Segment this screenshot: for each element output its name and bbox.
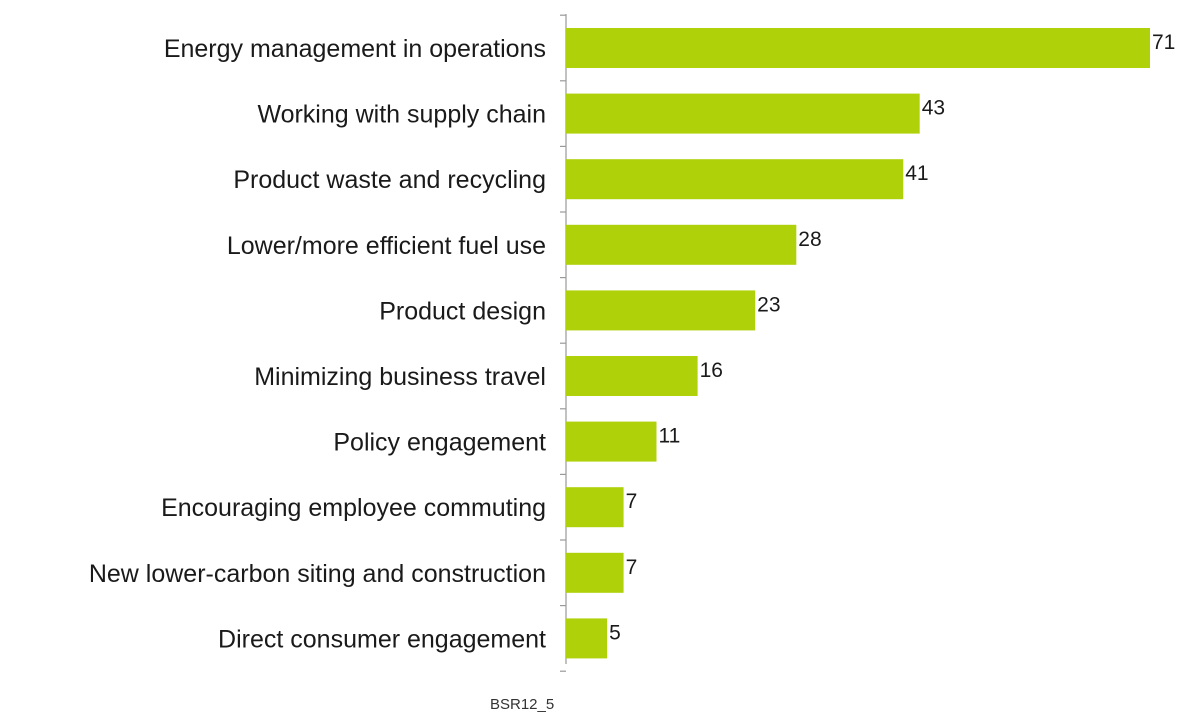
bar [566, 552, 624, 593]
value-label: 16 [700, 359, 723, 382]
value-label: 43 [922, 97, 945, 120]
bar [566, 93, 920, 134]
value-label: 23 [757, 293, 780, 316]
value-label: 41 [905, 162, 928, 185]
bar [566, 421, 657, 462]
bar [566, 224, 797, 265]
bar [566, 487, 624, 528]
category-label: Working with supply chain [257, 101, 546, 129]
category-label: Product design [379, 297, 546, 325]
bar [566, 159, 904, 200]
source-note: BSR12_5 [490, 696, 554, 713]
category-label: New lower-carbon siting and construction [89, 560, 546, 588]
bar [566, 356, 698, 396]
value-label: 7 [626, 556, 638, 579]
bar [566, 28, 1150, 68]
category-label: Direct consumer engagement [218, 625, 546, 653]
category-label: Encouraging employee commuting [161, 494, 546, 522]
category-label: Policy engagement [333, 429, 546, 457]
value-label: 5 [609, 621, 621, 644]
category-label: Minimizing business travel [254, 363, 546, 391]
value-label: 71 [1152, 31, 1175, 54]
value-label: 7 [626, 490, 638, 513]
category-label: Lower/more efficient fuel use [227, 232, 546, 260]
value-label: 28 [798, 228, 821, 251]
category-label: Energy management in operations [164, 35, 546, 63]
bars [566, 28, 1150, 659]
value-axis [560, 14, 567, 672]
value-label: 11 [658, 425, 680, 448]
category-label: Product waste and recycling [233, 166, 546, 194]
bar [566, 290, 756, 331]
value-labels: 71 43 41 28 23 16 11 7 7 5 [609, 31, 1175, 644]
bar [566, 618, 608, 659]
category-labels: Energy management in operations Working w… [89, 35, 546, 653]
